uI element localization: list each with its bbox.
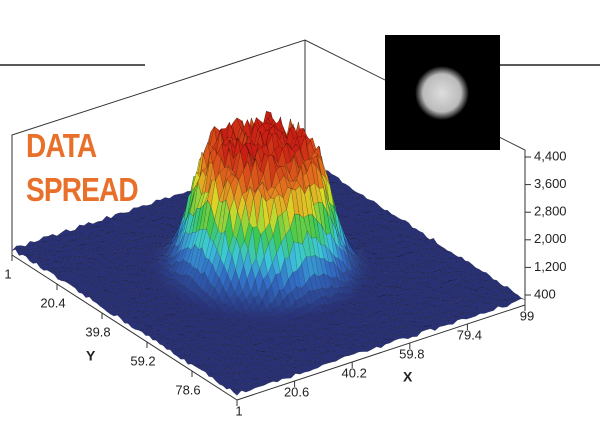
surface-cell	[489, 305, 499, 311]
z-tick-label: 2,000	[534, 231, 567, 246]
surface-cell	[494, 304, 503, 308]
x-tick-label: 99	[520, 308, 534, 323]
x-tick-label: 1	[235, 403, 242, 418]
y-tick-label: 78.6	[175, 382, 200, 397]
x-axis-label: X	[403, 369, 413, 385]
y-tick-label: 1	[4, 266, 11, 281]
chart-title: DATA SPREAD	[26, 127, 139, 208]
z-tick-label: 4,400	[534, 148, 567, 163]
x-tick-label: 79.4	[457, 327, 482, 342]
x-tick-label: 59.8	[399, 346, 424, 361]
z-tick-label: 1,200	[534, 259, 567, 274]
z-tick-label: 400	[534, 286, 556, 301]
y-tick-label: 39.8	[85, 324, 110, 339]
x-tick-label: 40.2	[342, 365, 367, 380]
y-tick-label: 20.4	[40, 295, 65, 310]
inset-spot	[415, 66, 469, 120]
y-axis-label: Y	[86, 348, 96, 364]
z-tick-label: 2,800	[534, 204, 567, 219]
x-tick-label: 20.6	[284, 384, 309, 399]
z-tick-label: 3,600	[534, 176, 567, 191]
surface-cell	[507, 298, 517, 304]
y-tick-label: 59.2	[130, 353, 155, 368]
